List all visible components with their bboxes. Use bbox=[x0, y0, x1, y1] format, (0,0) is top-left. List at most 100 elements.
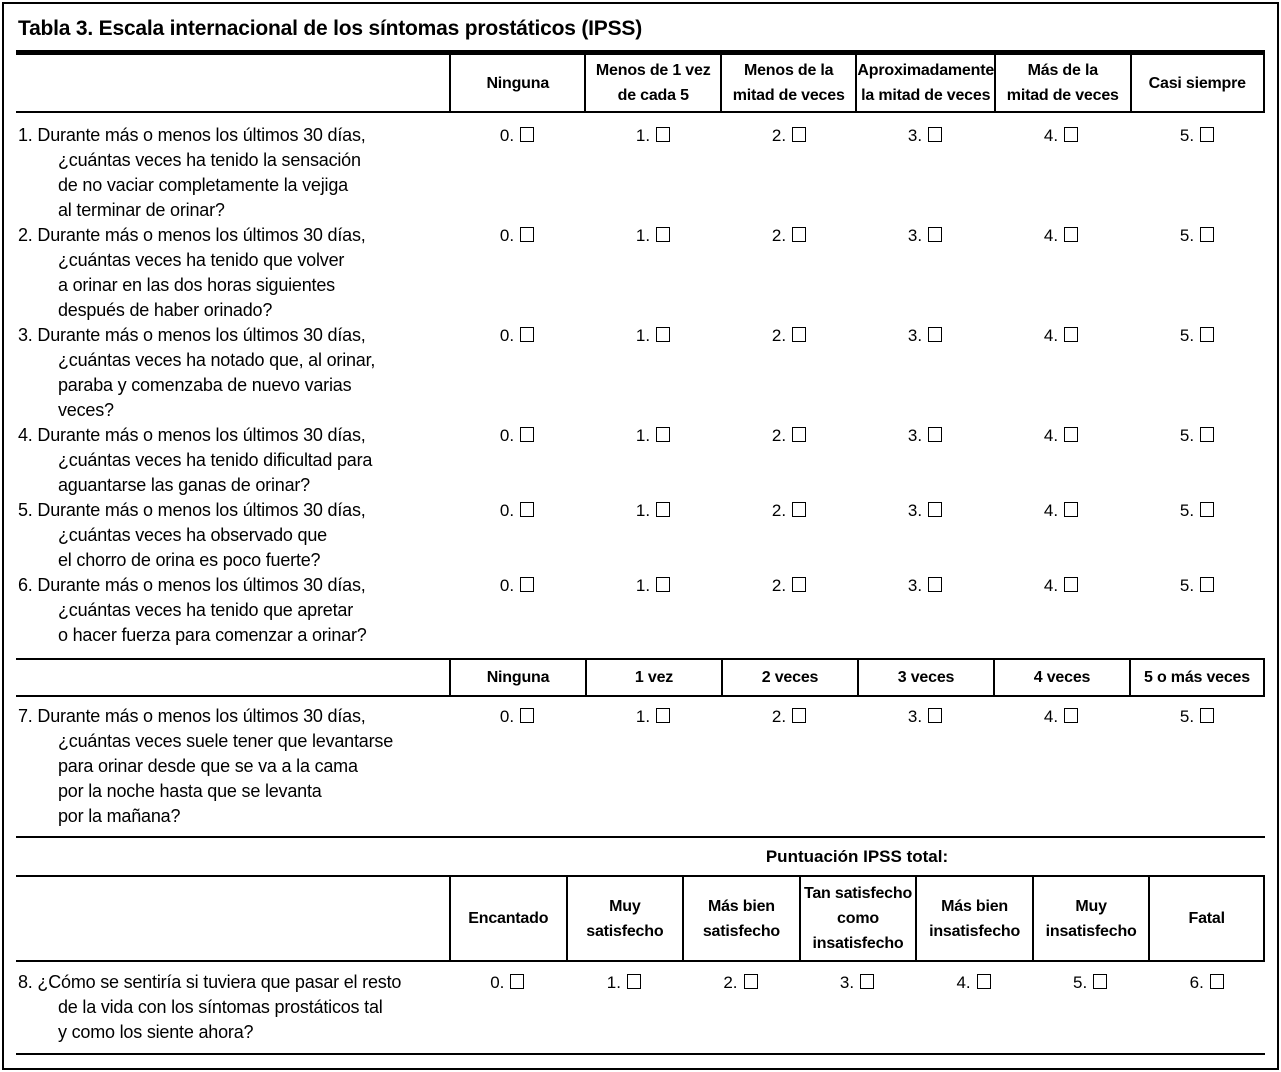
checkbox[interactable] bbox=[656, 227, 671, 242]
checkbox[interactable] bbox=[520, 127, 535, 142]
checkbox[interactable] bbox=[792, 327, 807, 342]
option-cell[interactable]: 2. bbox=[721, 573, 857, 648]
option-cell[interactable]: 1. bbox=[585, 704, 721, 829]
option-cell[interactable]: 2. bbox=[721, 423, 857, 498]
checkbox[interactable] bbox=[928, 427, 943, 442]
option-cell[interactable]: 3. bbox=[857, 704, 993, 829]
checkbox[interactable] bbox=[928, 708, 943, 723]
option-cell[interactable]: 4. bbox=[993, 423, 1129, 498]
checkbox[interactable] bbox=[656, 327, 671, 342]
option-cell[interactable]: 2. bbox=[721, 704, 857, 829]
option-cell[interactable]: 0. bbox=[449, 223, 585, 323]
checkbox[interactable] bbox=[928, 502, 943, 517]
option-cell[interactable]: 0. bbox=[449, 573, 585, 648]
checkbox[interactable] bbox=[656, 127, 671, 142]
checkbox[interactable] bbox=[928, 577, 943, 592]
checkbox[interactable] bbox=[510, 974, 525, 989]
checkbox[interactable] bbox=[1064, 227, 1079, 242]
checkbox[interactable] bbox=[1200, 502, 1215, 517]
option-cell[interactable]: 0. bbox=[449, 704, 585, 829]
checkbox[interactable] bbox=[1200, 127, 1215, 142]
checkbox[interactable] bbox=[792, 427, 807, 442]
option-cell[interactable]: 5. bbox=[1129, 573, 1265, 648]
option-cell[interactable]: 5. bbox=[1129, 423, 1265, 498]
option-cell[interactable]: 5. bbox=[1129, 323, 1265, 423]
checkbox[interactable] bbox=[1200, 708, 1215, 723]
checkbox[interactable] bbox=[1200, 227, 1215, 242]
option-cell[interactable]: 4. bbox=[993, 123, 1129, 223]
option-cell[interactable]: 3. bbox=[799, 970, 916, 1045]
checkbox[interactable] bbox=[1064, 127, 1079, 142]
option-cell[interactable]: 4. bbox=[993, 498, 1129, 573]
checkbox[interactable] bbox=[1064, 327, 1079, 342]
option-cell[interactable]: 4. bbox=[993, 323, 1129, 423]
checkbox[interactable] bbox=[928, 327, 943, 342]
checkbox[interactable] bbox=[656, 427, 671, 442]
question-row-2: 2. Durante más o menos los últimos 30 dí… bbox=[16, 223, 1265, 323]
checkbox[interactable] bbox=[792, 708, 807, 723]
checkbox[interactable] bbox=[860, 974, 875, 989]
checkbox[interactable] bbox=[1064, 502, 1079, 517]
option-cell[interactable]: 3. bbox=[857, 573, 993, 648]
checkbox[interactable] bbox=[520, 427, 535, 442]
checkbox[interactable] bbox=[520, 227, 535, 242]
checkbox[interactable] bbox=[792, 227, 807, 242]
option-cell[interactable]: 3. bbox=[857, 498, 993, 573]
option-cell[interactable]: 0. bbox=[449, 423, 585, 498]
checkbox[interactable] bbox=[1093, 974, 1108, 989]
option-cell[interactable]: 5. bbox=[1129, 123, 1265, 223]
option-cell[interactable]: 4. bbox=[993, 704, 1129, 829]
option-cell[interactable]: 1. bbox=[585, 498, 721, 573]
option-cell[interactable]: 1. bbox=[585, 323, 721, 423]
option-cell[interactable]: 3. bbox=[857, 323, 993, 423]
option-cell[interactable]: 0. bbox=[449, 323, 585, 423]
option-cell[interactable]: 4. bbox=[993, 573, 1129, 648]
checkbox[interactable] bbox=[1064, 577, 1079, 592]
option-cell[interactable]: 5. bbox=[1129, 498, 1265, 573]
option-cell[interactable]: 1. bbox=[566, 970, 683, 1045]
checkbox[interactable] bbox=[743, 974, 758, 989]
checkbox[interactable] bbox=[1200, 327, 1215, 342]
checkbox[interactable] bbox=[792, 127, 807, 142]
checkbox[interactable] bbox=[976, 974, 991, 989]
checkbox[interactable] bbox=[1200, 427, 1215, 442]
option-cell[interactable]: 3. bbox=[857, 223, 993, 323]
checkbox[interactable] bbox=[792, 577, 807, 592]
checkbox[interactable] bbox=[1064, 708, 1079, 723]
option-cell[interactable]: 1. bbox=[585, 123, 721, 223]
option-cell[interactable]: 2. bbox=[721, 498, 857, 573]
option-cell[interactable]: 2. bbox=[721, 223, 857, 323]
option-cell[interactable]: 1. bbox=[585, 223, 721, 323]
checkbox[interactable] bbox=[520, 327, 535, 342]
option-cell[interactable]: 1. bbox=[585, 423, 721, 498]
option-cell[interactable]: 5. bbox=[1129, 223, 1265, 323]
option-cell[interactable]: 3. bbox=[857, 423, 993, 498]
checkbox[interactable] bbox=[656, 502, 671, 517]
checkbox[interactable] bbox=[928, 127, 943, 142]
checkbox[interactable] bbox=[792, 502, 807, 517]
checkbox[interactable] bbox=[928, 227, 943, 242]
checkbox[interactable] bbox=[1200, 577, 1215, 592]
option-cell[interactable]: 1. bbox=[585, 573, 721, 648]
checkbox[interactable] bbox=[520, 502, 535, 517]
option-cell[interactable]: 0. bbox=[449, 498, 585, 573]
checkbox[interactable] bbox=[520, 577, 535, 592]
option-cell[interactable]: 5. bbox=[1032, 970, 1149, 1045]
checkbox[interactable] bbox=[520, 708, 535, 723]
checkbox[interactable] bbox=[656, 577, 671, 592]
option-label: 4. bbox=[1043, 426, 1059, 445]
option-cell[interactable]: 4. bbox=[915, 970, 1032, 1045]
option-cell[interactable]: 5. bbox=[1129, 704, 1265, 829]
checkbox[interactable] bbox=[626, 974, 641, 989]
checkbox[interactable] bbox=[656, 708, 671, 723]
option-cell[interactable]: 2. bbox=[721, 123, 857, 223]
option-cell[interactable]: 2. bbox=[682, 970, 799, 1045]
checkbox[interactable] bbox=[1209, 974, 1224, 989]
checkbox[interactable] bbox=[1064, 427, 1079, 442]
option-cell[interactable]: 4. bbox=[993, 223, 1129, 323]
option-cell[interactable]: 6. bbox=[1148, 970, 1265, 1045]
option-cell[interactable]: 0. bbox=[449, 123, 585, 223]
option-cell[interactable]: 0. bbox=[449, 970, 566, 1045]
option-cell[interactable]: 3. bbox=[857, 123, 993, 223]
option-cell[interactable]: 2. bbox=[721, 323, 857, 423]
